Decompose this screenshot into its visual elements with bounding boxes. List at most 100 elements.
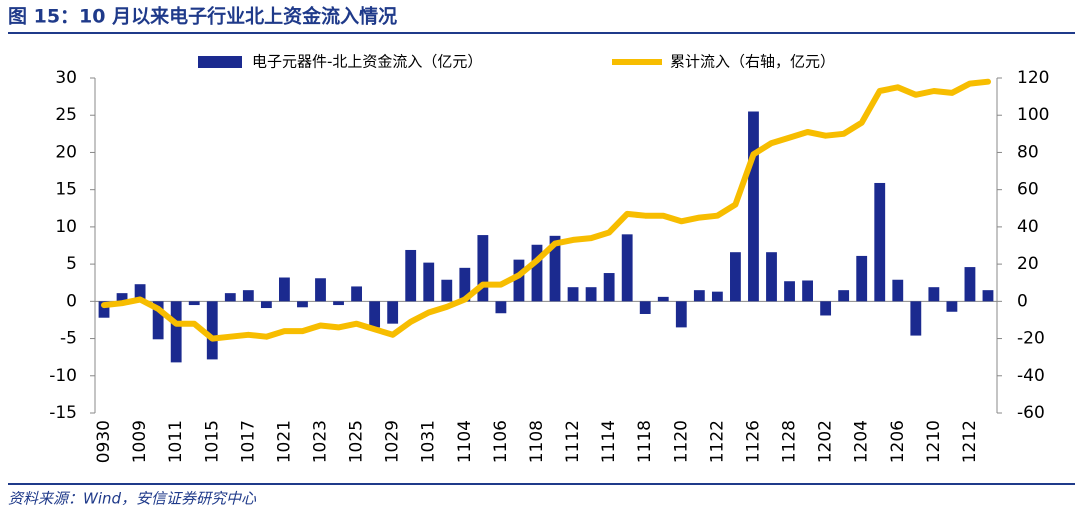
x-tick-label: 1031 (419, 420, 439, 463)
x-tick-label: 1021 (274, 420, 294, 463)
bar (459, 267, 471, 302)
bar (802, 280, 813, 302)
x-tick-label: 1206 (888, 420, 908, 463)
bar (441, 279, 453, 302)
bar (693, 290, 705, 302)
bar (188, 301, 200, 306)
bar (297, 301, 308, 308)
bar (369, 301, 381, 328)
chart-title: 图 15：10 月以来电子行业北上资金流入情况 (8, 5, 397, 28)
y2-tick-label: 0 (1017, 291, 1028, 311)
legend-label: 累计流入（右轴，亿元） (670, 53, 835, 71)
x-tick-label: 1202 (816, 420, 836, 463)
bar (279, 277, 290, 302)
bar (820, 301, 832, 316)
x-tick-label: 1204 (852, 420, 872, 463)
bar (964, 267, 976, 302)
y2-tick-label: 40 (1017, 217, 1039, 237)
bar (315, 278, 326, 302)
x-tick-label: 1112 (563, 420, 583, 463)
x-tick-label: 1017 (238, 420, 258, 463)
x-tick-label: 1118 (635, 420, 655, 463)
y2-tick-label: -20 (1017, 329, 1045, 349)
x-tick-label: 1023 (311, 420, 331, 463)
bar (585, 287, 597, 302)
x-tick-label: 1009 (130, 420, 150, 463)
bar (621, 234, 633, 302)
bar (639, 301, 651, 314)
x-tick-label: 1210 (924, 420, 944, 463)
y2-tick-label: 120 (1017, 68, 1049, 88)
x-tick-label: 1106 (491, 420, 511, 463)
bar (856, 255, 868, 302)
y-tick-label: 25 (55, 105, 77, 125)
bar (531, 244, 543, 302)
y-tick-label: 0 (66, 291, 77, 311)
source: 资料来源：Wind，安信证券研究中心 (8, 490, 257, 508)
bar (892, 279, 904, 302)
x-tick-label: 1114 (599, 420, 619, 463)
bar (224, 293, 236, 302)
bar (242, 290, 254, 302)
y2-tick-label: 60 (1017, 180, 1039, 200)
y-tick-label: 30 (55, 68, 77, 88)
x-tick-label: 1212 (960, 420, 980, 463)
bar (711, 291, 723, 302)
y2-tick-label: 20 (1017, 254, 1039, 274)
bar (260, 301, 272, 309)
bar (152, 301, 164, 340)
bar (874, 182, 886, 302)
y2-tick-label: 100 (1017, 105, 1049, 125)
bar (495, 301, 507, 314)
bar (567, 287, 579, 302)
x-tick-label: 1128 (780, 420, 800, 463)
bar (98, 301, 110, 318)
y-tick-label: -15 (49, 403, 77, 423)
y-tick-label: 20 (55, 142, 77, 162)
x-tick-label: 1120 (671, 420, 691, 463)
bar (333, 301, 344, 306)
legend-label: 电子元器件-北上资金流入（亿元） (252, 53, 482, 71)
bar (657, 296, 669, 302)
bar (838, 290, 850, 302)
bar (730, 252, 741, 302)
x-tick-label: 0930 (94, 420, 114, 463)
bar (675, 301, 687, 328)
bar (405, 249, 417, 302)
x-tick-label: 1122 (707, 420, 727, 463)
bar (766, 252, 777, 302)
legend-swatch (198, 56, 242, 68)
y-tick-label: 10 (55, 217, 77, 237)
bar (477, 235, 489, 302)
bar (423, 262, 435, 302)
y-tick-label: 15 (55, 180, 77, 200)
bar (982, 290, 994, 302)
y2-tick-label: 80 (1017, 142, 1039, 162)
bar (928, 287, 940, 302)
x-tick-label: 1108 (527, 420, 547, 463)
bar (910, 301, 922, 336)
x-tick-label: 1104 (455, 420, 475, 463)
bar (549, 235, 561, 302)
bar (170, 301, 182, 363)
x-tick-label: 1025 (347, 420, 367, 463)
cumulative-line (101, 78, 991, 342)
bar (116, 293, 128, 302)
bar (748, 111, 759, 302)
x-tick-label: 1029 (383, 420, 403, 463)
x-tick-label: 1011 (166, 420, 186, 463)
y-tick-label: -5 (60, 329, 77, 349)
bar (784, 281, 795, 302)
bar (603, 273, 615, 302)
x-tick-label: 1015 (202, 420, 222, 463)
y2-tick-label: -40 (1017, 366, 1045, 386)
bar (206, 301, 218, 360)
y2-tick-label: -60 (1017, 403, 1045, 423)
y-tick-label: 5 (66, 254, 77, 274)
bar (387, 301, 399, 324)
y-tick-label: -10 (49, 366, 77, 386)
bar (351, 286, 362, 302)
bar (134, 284, 146, 302)
x-tick-label: 1126 (743, 420, 763, 463)
